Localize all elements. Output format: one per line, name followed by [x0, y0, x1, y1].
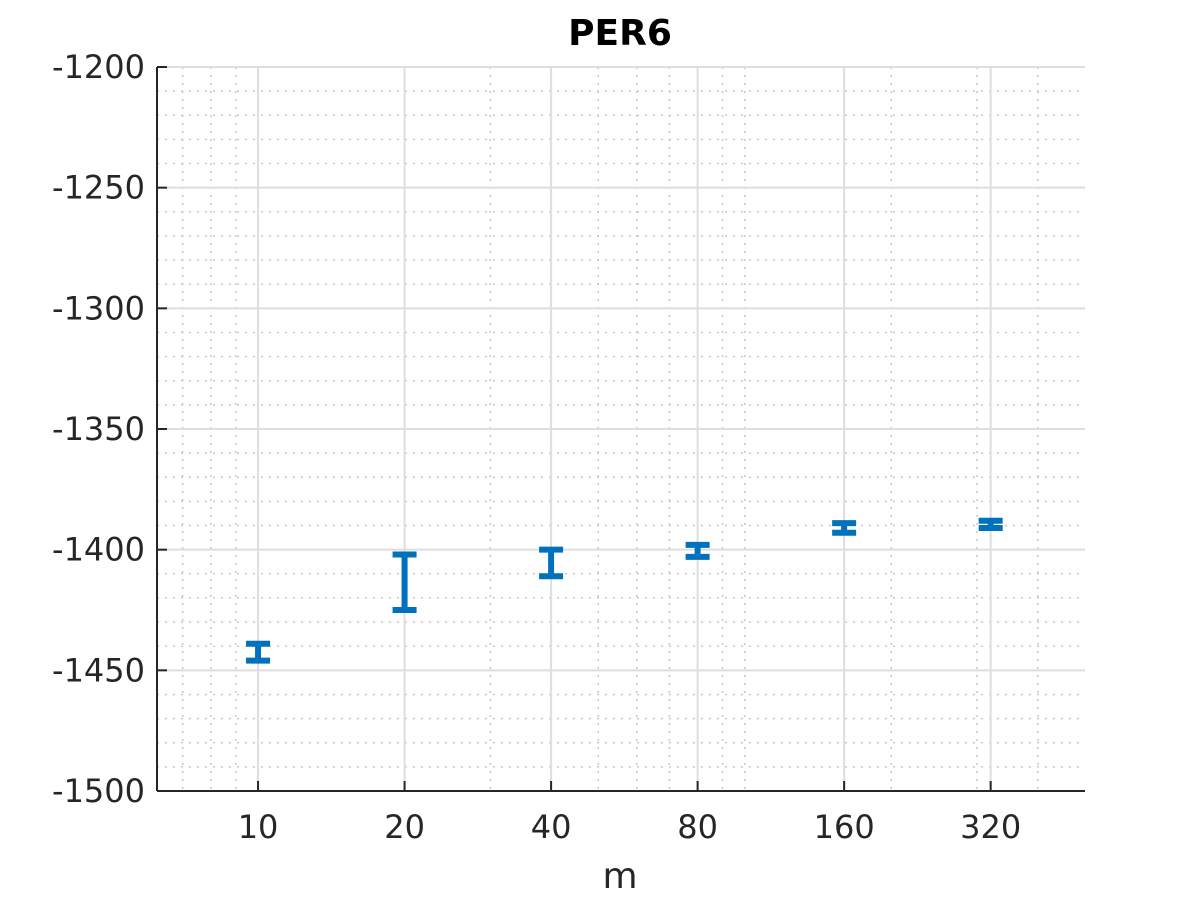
grid — [157, 66, 1085, 792]
x-tick-label: 10 — [238, 808, 279, 846]
x-tick-label: 80 — [677, 808, 718, 846]
error-bar — [832, 520, 857, 536]
y-tick-label: -1200 — [52, 48, 145, 86]
error-bar — [978, 517, 1003, 531]
error-bar — [392, 551, 417, 613]
x-tick-label: 40 — [531, 808, 572, 846]
y-tick-label: -1300 — [52, 289, 145, 327]
y-tick-label: -1250 — [52, 169, 145, 207]
y-tick-label: -1400 — [52, 531, 145, 569]
x-tick-label: 320 — [960, 808, 1021, 846]
axes — [156, 66, 1085, 792]
y-tick-label: -1350 — [52, 410, 145, 448]
error-bar — [685, 541, 710, 560]
chart-title: PER6 — [568, 13, 672, 54]
x-tick-label: 20 — [384, 808, 425, 846]
y-tick-label: -1500 — [52, 772, 145, 810]
tick-labels: -1200 -1250 -1300 -1350 -1400 -1450 -1500 10 20 4… — [52, 48, 1021, 846]
error-bar — [246, 640, 271, 664]
x-tick-label: 160 — [814, 808, 875, 846]
error-bar — [539, 546, 564, 580]
error-bars — [246, 517, 1003, 664]
x-axis-label: m — [602, 856, 637, 897]
y-tick-label: -1450 — [52, 651, 145, 689]
